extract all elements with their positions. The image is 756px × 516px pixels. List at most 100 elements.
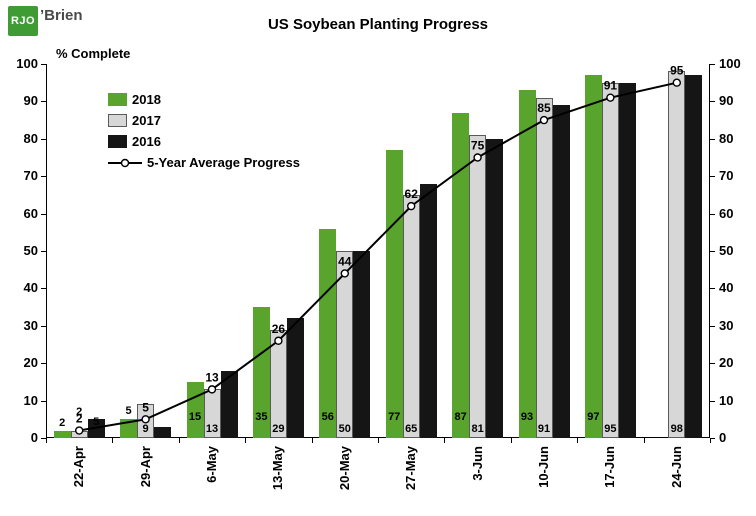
- bar-2018: [120, 419, 138, 438]
- y-axis-tick-mark-left: [41, 176, 46, 178]
- bar-2017: [601, 82, 619, 438]
- bar-2017: [269, 329, 287, 438]
- bar-data-label: 5: [125, 405, 132, 418]
- legend-swatch-2017: [108, 114, 127, 127]
- x-axis-tick-mark: [178, 438, 180, 443]
- legend-item-average: 5-Year Average Progress: [108, 155, 300, 170]
- average-line-label: 62: [405, 187, 419, 201]
- average-line-marker: [672, 78, 681, 87]
- y-axis-tick-mark-right: [710, 64, 715, 65]
- y-axis-tick-mark-right: [710, 213, 715, 215]
- bar-2017: [402, 194, 420, 438]
- y-axis-tick-label-right: 0: [719, 430, 727, 445]
- x-axis-tick-mark: [112, 438, 114, 443]
- y-axis-tick-mark-left: [41, 438, 46, 439]
- bar-data-label: 50: [338, 423, 351, 435]
- legend-label: 2017: [132, 113, 161, 128]
- bar-2018: [584, 75, 602, 438]
- bar-data-label: 95: [604, 423, 617, 435]
- average-line-label: 5: [142, 400, 149, 414]
- y-axis-tick-label-left: 0: [30, 430, 38, 445]
- bar-2016: [419, 183, 437, 438]
- bar-2016: [618, 82, 636, 438]
- x-axis-tick-mark: [311, 438, 313, 443]
- bar-2018: [252, 307, 270, 438]
- legend-label: 5-Year Average Progress: [147, 155, 300, 170]
- legend-line-marker-icon: [108, 158, 142, 167]
- y-axis-tick-label-right: 30: [719, 317, 734, 333]
- bar-data-label: 98: [670, 423, 683, 435]
- x-axis-tick-mark: [710, 438, 711, 443]
- bar-data-label: 13: [205, 423, 219, 435]
- y-axis-tick-label-left: 80: [23, 130, 38, 146]
- legend-item-2017: 2017: [108, 113, 300, 128]
- bar-data-label: 35: [255, 411, 268, 423]
- bar-2017: [469, 135, 487, 438]
- legend-item-2016: 2016: [108, 134, 300, 149]
- legend-item-2018: 2018: [108, 92, 300, 107]
- y-axis-tick-mark-right: [710, 363, 715, 365]
- average-line-marker: [141, 415, 150, 424]
- bar-data-label: 65: [405, 423, 418, 435]
- bar-2018: [53, 430, 71, 438]
- y-axis-tick-label-right: 80: [719, 130, 734, 146]
- average-line-marker: [274, 336, 283, 345]
- x-axis-category-label: 24-Jun: [668, 446, 684, 488]
- y-axis-tick-mark-left: [41, 325, 46, 327]
- y-axis-tick-label-left: 10: [23, 392, 38, 408]
- average-line-label: 44: [338, 254, 352, 268]
- bar-data-label: 56: [321, 411, 334, 423]
- x-axis-tick-mark: [510, 438, 512, 443]
- y-axis-tick-mark-left: [41, 138, 46, 140]
- y-axis-tick-label-right: 60: [719, 205, 734, 221]
- average-line-marker: [539, 115, 549, 125]
- bar-2016: [154, 426, 172, 438]
- y-axis-tick-label-left: 90: [23, 93, 38, 109]
- y-axis-tick-label-right: 70: [719, 168, 734, 184]
- y-axis-tick-mark-left: [41, 400, 46, 402]
- bar-2016: [286, 318, 304, 438]
- average-line-label: 91: [604, 79, 618, 93]
- y-axis-tick-label-left: 100: [16, 56, 38, 71]
- bar-2018: [385, 150, 403, 438]
- bar-data-label: 2: [76, 405, 83, 418]
- x-axis-tick-mark: [378, 438, 379, 443]
- x-axis-category-label: 22-Apr: [71, 446, 87, 488]
- y-axis-tick-mark-right: [710, 288, 715, 290]
- logo-text: ’Brien: [40, 7, 83, 24]
- y-axis-tick-mark-right: [710, 138, 715, 140]
- y-axis-tick-label-right: 100: [719, 56, 741, 71]
- bar-2016: [220, 370, 238, 438]
- x-axis-category-label: 3-Jun: [469, 446, 485, 481]
- bar-2017: [336, 251, 354, 438]
- average-line: [79, 81, 678, 432]
- x-axis-category-label: 29-Apr: [137, 446, 153, 488]
- y-axis-tick-mark-right: [710, 325, 715, 327]
- legend-swatch-2018: [108, 93, 127, 106]
- bar-2016: [552, 105, 570, 438]
- y-axis-tick-mark-left: [41, 64, 46, 65]
- chart-legend: 2018 2017 2016 5-Year Average Progress: [108, 92, 300, 170]
- y-axis-tick-mark-right: [710, 176, 715, 178]
- average-line-marker: [606, 93, 615, 102]
- x-axis-category-label: 10-Jun: [536, 446, 551, 488]
- bar-data-label: 77: [388, 411, 401, 423]
- x-axis-tick-mark: [643, 438, 645, 443]
- bar-2018: [319, 228, 337, 438]
- x-axis-tick-mark: [577, 438, 579, 443]
- bar-2016: [486, 138, 504, 438]
- y-axis-tick-mark-left: [41, 251, 46, 252]
- bar-2017: [535, 97, 553, 438]
- y-axis-tick-label-left: 70: [23, 168, 38, 184]
- logo: RJO ’Brien: [8, 6, 83, 36]
- bar-2017: [668, 71, 686, 438]
- y-axis-tick-label-left: 30: [23, 317, 38, 333]
- y-axis-tick-label-right: 10: [719, 392, 734, 408]
- y-axis-tick-label-left: 50: [23, 243, 38, 258]
- bar-data-label: 9: [142, 423, 149, 435]
- x-axis-category-label: 27-May: [403, 446, 419, 491]
- x-axis-category-label: 17-Jun: [602, 446, 618, 488]
- average-line-marker: [75, 426, 84, 435]
